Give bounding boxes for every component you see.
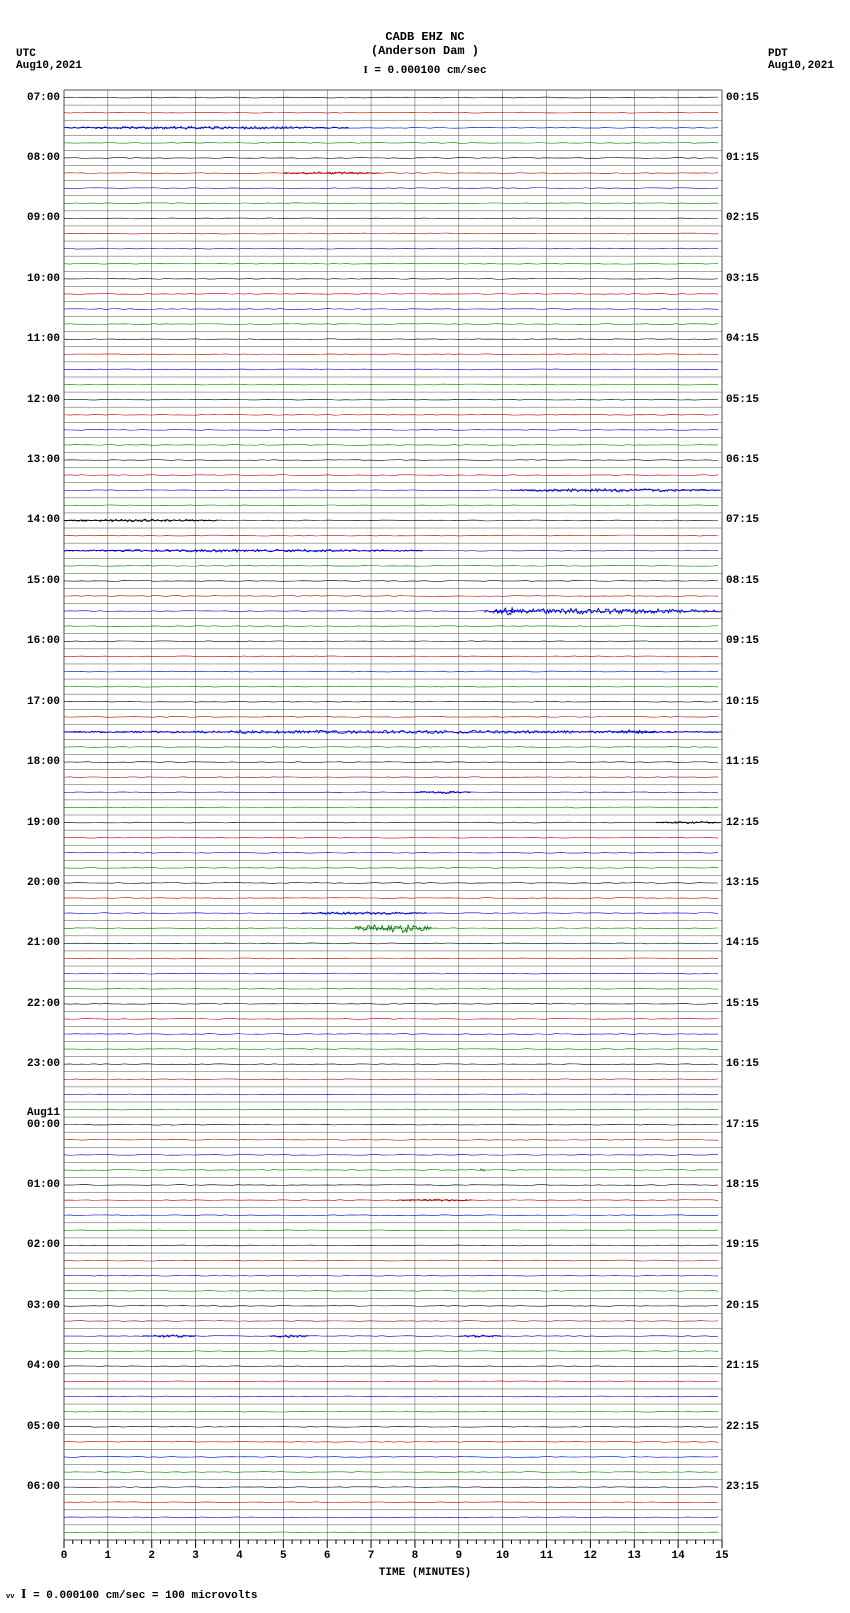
x-tick-label: 11 (540, 1550, 553, 1562)
utc-hour-label: 13:00 (27, 454, 60, 466)
x-tick-label: 9 (455, 1550, 462, 1562)
local-hour-label: 09:15 (726, 635, 759, 647)
local-hour-label: 01:15 (726, 152, 759, 164)
local-hour-label: 14:15 (726, 937, 759, 949)
scale-bar-icon: I (363, 64, 367, 76)
timezone-right: PDT Aug10,2021 (768, 48, 834, 72)
scale-bar-icon: I (21, 1587, 26, 1602)
utc-hour-label: 00:00 (27, 1119, 60, 1131)
footer-scale: vv I = 0.000100 cm/sec = 100 microvolts (6, 1587, 258, 1603)
local-hour-label: 05:15 (726, 394, 759, 406)
station-location: (Anderson Dam ) (0, 44, 850, 58)
utc-hour-label: 18:00 (27, 756, 60, 768)
utc-hour-label: 04:00 (27, 1360, 60, 1372)
header: CADB EHZ NC (Anderson Dam ) I = 0.000100… (0, 30, 850, 77)
tz-left-date: Aug10,2021 (16, 60, 82, 72)
helicorder-plot: 07:0008:0009:0010:0011:0012:0013:0014:00… (64, 90, 722, 1540)
local-hour-label: 10:15 (726, 696, 759, 708)
local-hour-label: 20:15 (726, 1300, 759, 1312)
timezone-left: UTC Aug10,2021 (16, 48, 82, 72)
local-hour-label: 22:15 (726, 1421, 759, 1433)
local-hour-label: 23:15 (726, 1481, 759, 1493)
utc-hour-label: 14:00 (27, 514, 60, 526)
utc-hour-label: 16:00 (27, 635, 60, 647)
footer-text: = 0.000100 cm/sec = 100 microvolts (33, 1590, 257, 1602)
scale-header: I = 0.000100 cm/sec (0, 64, 850, 77)
utc-hour-label: 20:00 (27, 877, 60, 889)
utc-hour-label: 22:00 (27, 998, 60, 1010)
utc-hour-label: 02:00 (27, 1239, 60, 1251)
x-axis-title: TIME (MINUTES) (0, 1567, 850, 1579)
local-hour-label: 12:15 (726, 817, 759, 829)
x-tick-label: 15 (715, 1550, 728, 1562)
date-change-label: Aug11 (27, 1107, 60, 1119)
utc-hour-label: 06:00 (27, 1481, 60, 1493)
utc-hour-label: 12:00 (27, 394, 60, 406)
helicorder-svg (64, 90, 722, 1554)
local-hour-label: 07:15 (726, 514, 759, 526)
local-hour-label: 21:15 (726, 1360, 759, 1372)
x-tick-label: 1 (105, 1550, 112, 1562)
local-hour-label: 02:15 (726, 212, 759, 224)
x-tick-label: 10 (496, 1550, 509, 1562)
utc-hour-label: 03:00 (27, 1300, 60, 1312)
tz-left-label: UTC (16, 48, 82, 60)
x-tick-label: 6 (324, 1550, 331, 1562)
x-tick-label: 8 (412, 1550, 419, 1562)
x-tick-label: 12 (584, 1550, 597, 1562)
utc-hour-label: 23:00 (27, 1058, 60, 1070)
local-hour-label: 13:15 (726, 877, 759, 889)
tz-right-label: PDT (768, 48, 834, 60)
utc-hour-label: 07:00 (27, 92, 60, 104)
local-hour-label: 15:15 (726, 998, 759, 1010)
tz-right-date: Aug10,2021 (768, 60, 834, 72)
utc-hour-label: 08:00 (27, 152, 60, 164)
utc-hour-label: 21:00 (27, 937, 60, 949)
utc-hour-label: 01:00 (27, 1179, 60, 1191)
utc-hour-label: 11:00 (27, 333, 60, 345)
utc-hour-label: 17:00 (27, 696, 60, 708)
local-hour-label: 17:15 (726, 1119, 759, 1131)
utc-hour-label: 09:00 (27, 212, 60, 224)
x-tick-label: 7 (368, 1550, 375, 1562)
x-tick-label: 0 (61, 1550, 68, 1562)
local-hour-label: 11:15 (726, 756, 759, 768)
local-hour-label: 08:15 (726, 575, 759, 587)
seismogram-page: CADB EHZ NC (Anderson Dam ) I = 0.000100… (0, 0, 850, 1613)
x-tick-label: 4 (236, 1550, 243, 1562)
x-tick-label: 5 (280, 1550, 287, 1562)
local-hour-label: 19:15 (726, 1239, 759, 1251)
utc-hour-label: 19:00 (27, 817, 60, 829)
utc-hour-label: 05:00 (27, 1421, 60, 1433)
local-hour-label: 06:15 (726, 454, 759, 466)
local-hour-label: 18:15 (726, 1179, 759, 1191)
scale-header-text: = 0.000100 cm/sec (374, 65, 486, 77)
x-tick-label: 3 (192, 1550, 199, 1562)
x-tick-label: 14 (672, 1550, 685, 1562)
utc-hour-label: 15:00 (27, 575, 60, 587)
x-tick-label: 13 (628, 1550, 641, 1562)
footer-prefix: vv (6, 1593, 14, 1601)
local-hour-label: 16:15 (726, 1058, 759, 1070)
local-hour-label: 04:15 (726, 333, 759, 345)
station-code: CADB EHZ NC (0, 30, 850, 44)
utc-hour-label: 10:00 (27, 273, 60, 285)
local-hour-label: 00:15 (726, 92, 759, 104)
local-hour-label: 03:15 (726, 273, 759, 285)
x-tick-label: 2 (148, 1550, 155, 1562)
